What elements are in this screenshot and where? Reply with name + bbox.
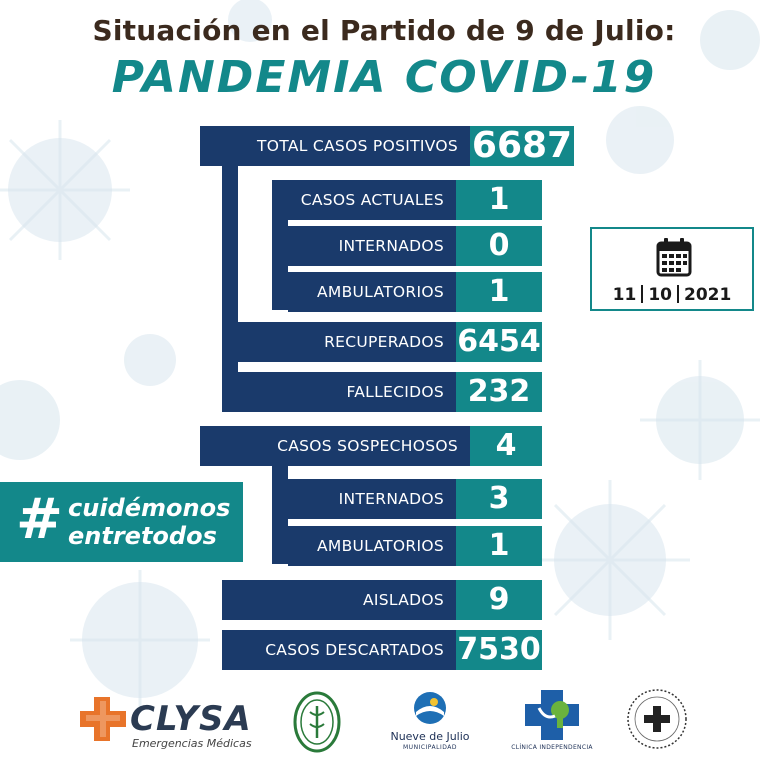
medical-association-logo (292, 690, 342, 754)
page-subtitle: Situación en el Partido de 9 de Julio: (92, 14, 676, 47)
seal-cross-icon (627, 689, 687, 749)
fallecidos-row: FALLECIDOS 232 (238, 372, 542, 412)
aislados-row: AISLADOS 9 (222, 580, 542, 620)
hashtag-line2: entretodos (68, 522, 217, 550)
date-month: 10 (648, 285, 672, 305)
casos-actuales-label: CASOS ACTUALES (272, 180, 456, 220)
clysa-logo: CLYSA Emergencias Médicas (80, 695, 260, 755)
total-positivos-label: TOTAL CASOS POSITIVOS (200, 126, 470, 166)
fallecidos-label: FALLECIDOS (238, 372, 456, 412)
hashtag-symbol: # (16, 487, 63, 552)
descartados-value: 7530 (457, 632, 541, 667)
sospechosos-label: CASOS SOSPECHOSOS (200, 426, 470, 466)
seal-logo (626, 688, 688, 750)
internados-actuales-value: 0 (488, 228, 510, 263)
internados-sospechosos-label: INTERNADOS (288, 479, 456, 519)
internados-sospechosos-row: INTERNADOS 3 (288, 479, 542, 519)
hashtag-box: # cuidémonos entretodos (0, 482, 243, 562)
internados-actuales-label: INTERNADOS (288, 226, 456, 266)
date-separator (677, 285, 679, 303)
casos-actuales-value: 1 (488, 182, 510, 217)
clysa-subtitle: Emergencias Médicas (132, 737, 252, 750)
date-year: 2021 (684, 285, 732, 305)
ambulatorios-actuales-label: AMBULATORIOS (288, 272, 456, 312)
sospechosos-row: CASOS SOSPECHOSOS 4 (200, 426, 542, 466)
descartados-row: CASOS DESCARTADOS 7530 (222, 630, 542, 670)
clinica-independencia-logo: CLÍNICA INDEPENDENCIA (510, 690, 594, 756)
ambulatorios-sospechosos-row: AMBULATORIOS 1 (288, 526, 542, 566)
clinica-subtitle: CLÍNICA INDEPENDENCIA (511, 744, 593, 751)
ambulatorios-sospechosos-label: AMBULATORIOS (288, 526, 456, 566)
connector-sospechosos (272, 446, 288, 564)
date-text: 11 10 2021 (592, 285, 752, 305)
hashtag-line1: cuidémonos (68, 494, 231, 522)
descartados-label: CASOS DESCARTADOS (222, 630, 456, 670)
internados-sospechosos-value: 3 (488, 481, 510, 516)
date-separator (641, 285, 644, 303)
ambulatorios-sospechosos-value: 1 (488, 528, 510, 563)
date-box: 11 10 2021 (590, 227, 754, 311)
calendar-icon (656, 238, 692, 277)
nueve-de-julio-name: Nueve de Julio (390, 730, 470, 743)
internados-actuales-row: INTERNADOS 0 (288, 226, 542, 266)
fallecidos-value: 232 (467, 374, 531, 409)
hashtag-text: cuidémonos entretodos (68, 494, 230, 550)
aislados-value: 9 (488, 582, 510, 617)
nueve-de-julio-logo: Nueve de Julio MUNICIPALIDAD (380, 690, 480, 756)
total-positivos-value: 6687 (471, 125, 573, 166)
connector-actuales (272, 200, 288, 310)
recuperados-label: RECUPERADOS (238, 322, 456, 362)
clysa-name: CLYSA (130, 699, 252, 739)
aislados-label: AISLADOS (222, 580, 456, 620)
recuperados-value: 6454 (457, 324, 541, 359)
nueve-de-julio-subtitle: MUNICIPALIDAD (403, 744, 457, 751)
total-positivos-row: TOTAL CASOS POSITIVOS 6687 (200, 126, 574, 166)
casos-actuales-row: CASOS ACTUALES 1 (272, 180, 542, 220)
ambulatorios-actuales-row: AMBULATORIOS 1 (288, 272, 542, 312)
sospechosos-value: 4 (495, 428, 517, 463)
recuperados-row: RECUPERADOS 6454 (238, 322, 542, 362)
date-day: 11 (612, 285, 637, 305)
clinica-cross-icon (525, 690, 579, 740)
ambulatorios-actuales-value: 1 (488, 274, 510, 309)
page-title: PANDEMIA COVID-19 (111, 52, 657, 103)
clysa-cross-icon (80, 697, 126, 741)
municipal-emblem-icon (414, 692, 446, 724)
caduceus-emblem-icon (293, 691, 341, 753)
connector-main (222, 150, 238, 412)
